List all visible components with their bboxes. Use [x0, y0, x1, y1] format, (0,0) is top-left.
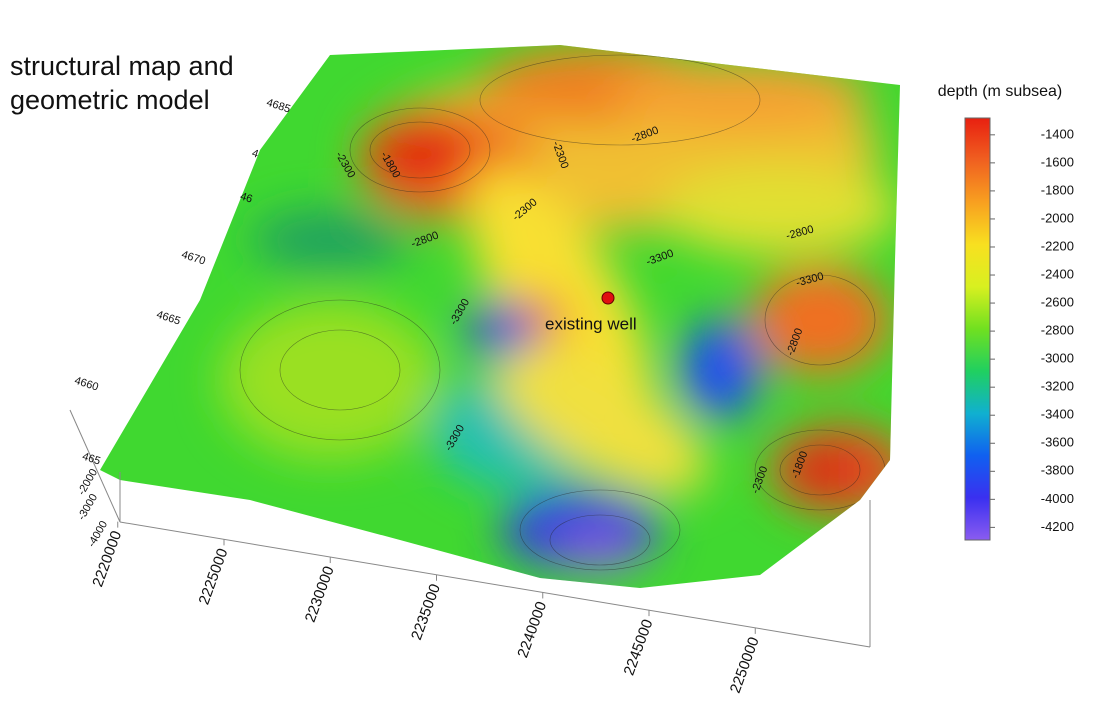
colorbar-tick-label: -1400 [1041, 126, 1074, 141]
blob [680, 320, 760, 420]
blob [250, 210, 410, 270]
colorbar-tick-label: -2200 [1041, 238, 1074, 253]
title-line: structural map and [10, 51, 234, 81]
colorbar-tick-label: -1600 [1041, 154, 1074, 169]
blob [610, 60, 870, 130]
y-tick-label: 4660 [73, 375, 100, 394]
x-tick-label: 2235000 [408, 582, 444, 643]
x-tick-label: 2245000 [621, 617, 657, 678]
annotation: existing well [545, 314, 637, 333]
colorbar-tick-label: -2400 [1041, 266, 1074, 281]
y-tick-label: 4685 [265, 97, 292, 116]
colorbar-tick-label: -4000 [1041, 491, 1074, 506]
blob [220, 300, 440, 460]
blob [465, 305, 535, 355]
chart: structural map and geometric model [0, 0, 1095, 720]
colorbar-tick-label: -1800 [1041, 182, 1074, 197]
colorbar-label: depth (m subsea) [938, 83, 1063, 100]
colorbar-tick-label: -3200 [1041, 379, 1074, 394]
x-tick-label: 2250000 [727, 635, 763, 696]
x-tick-label: 2225000 [196, 546, 232, 607]
blob [660, 165, 900, 255]
colorbar-tick-label: -3400 [1041, 407, 1074, 422]
blob [555, 528, 645, 572]
colorbar [965, 118, 990, 540]
y-tick-label: 4670 [180, 249, 207, 268]
colorbar-tick-label: -2000 [1041, 210, 1074, 225]
surface [90, 40, 910, 600]
x-tick-label: 2230000 [302, 564, 338, 625]
colorbar-tick-label: -2600 [1041, 295, 1074, 310]
z-tick-label: -3000 [76, 492, 100, 522]
colorbar-tick-label: -4200 [1041, 519, 1074, 534]
colorbar-tick-label: -3000 [1041, 351, 1074, 366]
colorbar-tick-label: -2800 [1041, 323, 1074, 338]
x-tick-label: 2240000 [514, 599, 550, 660]
title-line: geometric model [10, 85, 210, 115]
blob [365, 115, 475, 185]
well-marker [602, 292, 614, 304]
y-tick-label: 465 [81, 451, 102, 468]
y-tick-label: 4665 [155, 309, 182, 328]
z-tick-label: -2000 [76, 467, 100, 497]
colorbar-tick-label: -3800 [1041, 463, 1074, 478]
colorbar-tick-label: -3600 [1041, 435, 1074, 450]
